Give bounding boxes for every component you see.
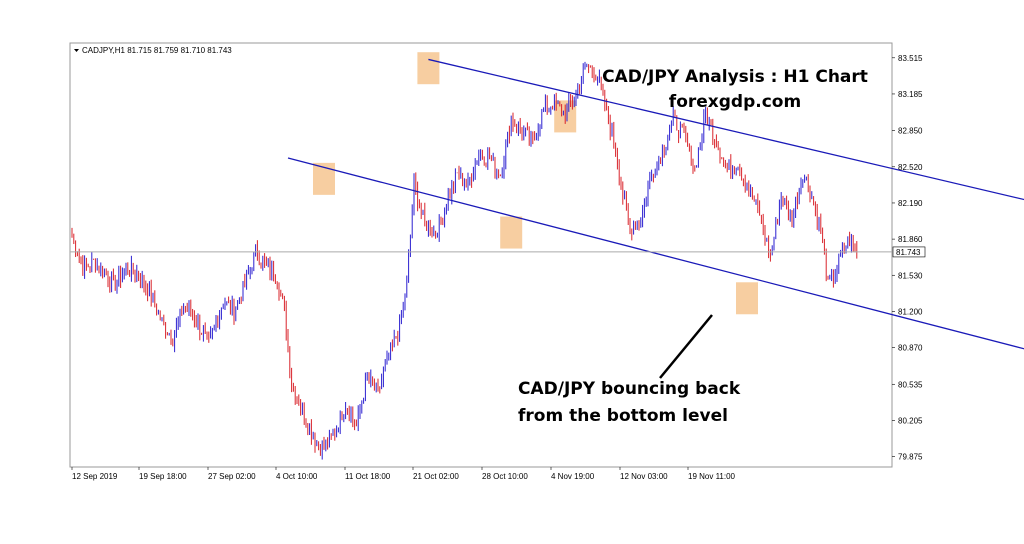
chart-subtitle: forexgdp.com — [669, 92, 801, 112]
y-tick-label: 80.205 — [898, 416, 923, 425]
x-tick-label: 4 Nov 19:00 — [551, 472, 595, 481]
x-tick-label: 19 Nov 11:00 — [688, 472, 736, 481]
chart-title: CAD/JPY Analysis : H1 Chart — [602, 67, 868, 87]
x-tick-label: 28 Oct 10:00 — [482, 472, 528, 481]
current-price-label: 81.743 — [896, 248, 921, 257]
x-tick-label: 19 Sep 18:00 — [139, 472, 187, 481]
y-axis: 83.515 83.185 82.850 82.520 82.190 81.860 81.5… — [892, 54, 923, 462]
y-tick-label: 82.190 — [898, 199, 923, 208]
annotation-line-1: CAD/JPY bouncing back — [518, 379, 741, 399]
y-tick-label: 83.515 — [898, 54, 923, 63]
y-tick-label: 81.200 — [898, 307, 923, 316]
x-tick-label: 27 Sep 02:00 — [208, 472, 256, 481]
y-tick-label: 81.530 — [898, 271, 923, 280]
x-tick-label: 12 Sep 2019 — [72, 472, 118, 481]
y-tick-label: 80.535 — [898, 380, 923, 389]
y-tick-label: 79.875 — [898, 453, 923, 462]
candlestick-series — [71, 61, 858, 460]
highlight-boxes — [313, 52, 758, 315]
channel-lower-line — [287, 157, 1024, 350]
plot-frame — [69, 42, 893, 468]
annotation-arrow — [659, 314, 713, 379]
x-tick-label: 11 Oct 18:00 — [345, 472, 391, 481]
trend-channel — [287, 58, 1024, 350]
y-tick-label: 82.850 — [898, 127, 923, 136]
y-tick-label: 80.870 — [898, 344, 923, 353]
highlight-box — [736, 282, 758, 315]
highlight-box — [417, 52, 440, 85]
x-tick-label: 4 Oct 10:00 — [276, 472, 318, 481]
y-tick-label: 82.520 — [898, 163, 923, 172]
channel-upper-line — [428, 58, 1024, 201]
x-axis: 12 Sep 2019 19 Sep 18:00 27 Sep 02:00 4 Oct… — [71, 467, 736, 481]
x-tick-label: 12 Nov 03:00 — [620, 472, 668, 481]
y-tick-label: 81.860 — [898, 235, 923, 244]
symbol-header: CADJPY,H1 81.715 81.759 81.710 81.743 — [82, 46, 232, 55]
highlight-box — [313, 162, 335, 195]
current-price-box — [892, 246, 926, 258]
current-price-tag: 81.743 — [892, 246, 926, 258]
y-tick-label: 83.185 — [898, 90, 923, 99]
annotation-line-2: from the bottom level — [518, 406, 728, 426]
x-tick-label: 21 Oct 02:00 — [413, 472, 459, 481]
highlight-box — [500, 216, 523, 249]
symbol-dropdown-icon[interactable] — [74, 49, 79, 52]
